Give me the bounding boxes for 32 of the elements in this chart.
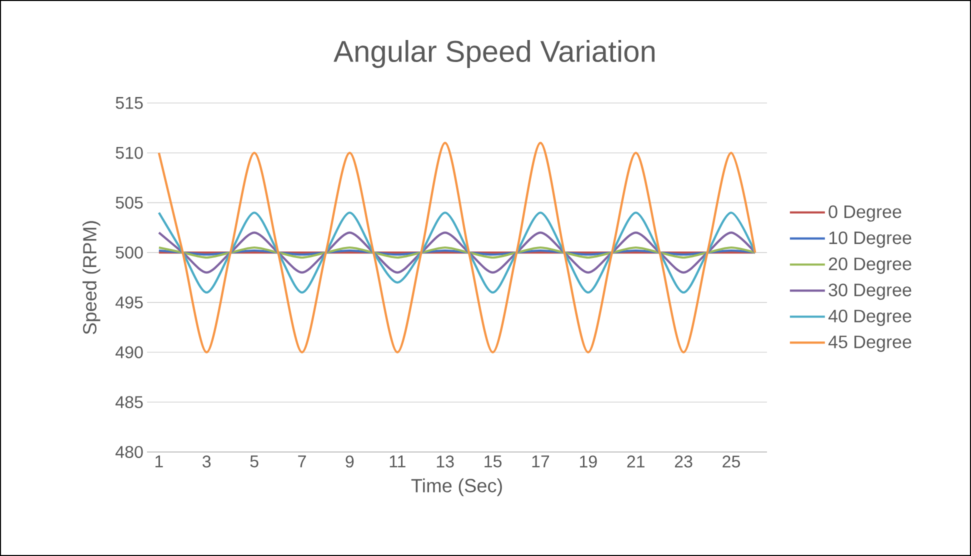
chart-title: Angular Speed Variation	[334, 40, 655, 68]
x-tick-label: 19	[580, 456, 597, 468]
x-tick-label: 5	[250, 456, 258, 468]
legend-label: 20 Degree	[828, 258, 912, 274]
x-tick-label: 13	[436, 456, 454, 468]
y-tick-label: 495	[116, 296, 143, 308]
line-series	[158, 212, 756, 294]
legend-label: 30 Degree	[828, 284, 912, 300]
x-tick-label: 21	[627, 456, 644, 468]
line-series	[158, 142, 756, 354]
x-tick-label: 23	[674, 456, 692, 468]
x-tick-label: 7	[298, 456, 306, 468]
x-tick-label: 15	[484, 456, 502, 468]
x-tick-label: 25	[722, 456, 740, 468]
y-tick-label: 490	[116, 346, 143, 358]
legend-label: 0 Degree	[828, 205, 902, 222]
y-tick-label: 515	[116, 97, 143, 109]
legend-label: 45 Degree	[828, 336, 912, 352]
y-tick-label: 510	[116, 146, 143, 159]
x-tick-label: 1	[156, 456, 163, 468]
x-axis-title: Time (Sec)	[411, 478, 502, 496]
y-axis-title: Speed (RPM)	[82, 221, 100, 334]
y-tick-label: 480	[116, 446, 143, 458]
legend-label: 10 Degree	[829, 231, 912, 248]
y-tick-label: 500	[116, 246, 143, 259]
x-tick-label: 17	[532, 456, 550, 468]
x-tick-label: 3	[202, 456, 211, 468]
legend-label: 40 Degree	[828, 310, 912, 326]
y-tick-label: 505	[116, 196, 143, 209]
y-tick-label: 485	[116, 396, 143, 408]
x-tick-label: 11	[390, 456, 406, 468]
x-tick-label: 9	[346, 456, 354, 468]
